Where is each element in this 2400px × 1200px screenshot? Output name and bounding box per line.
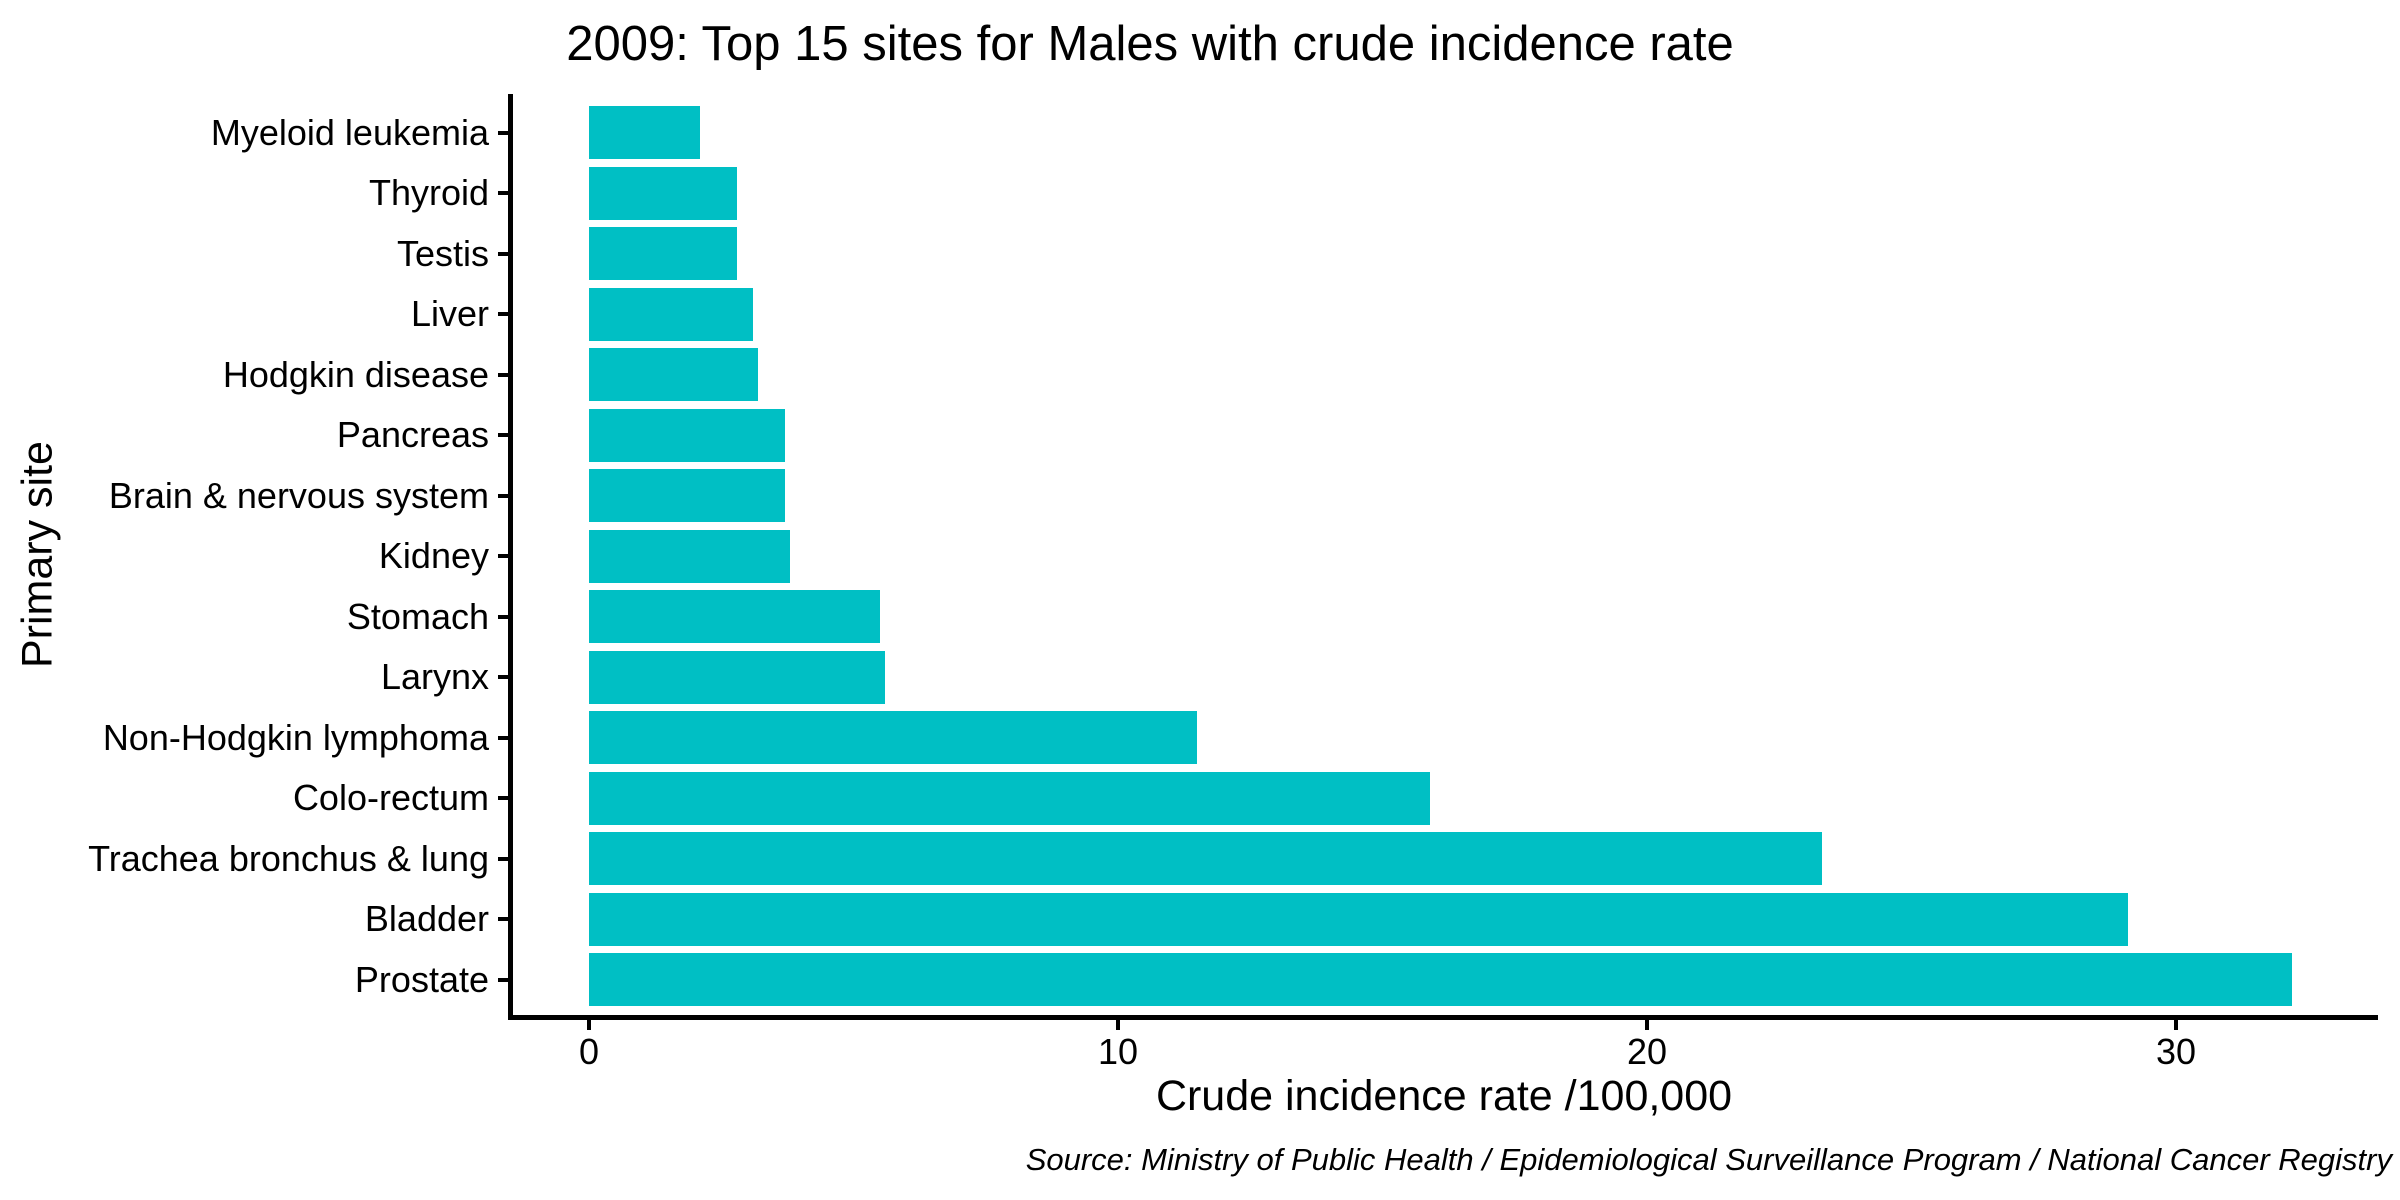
chart-title: 2009: Top 15 sites for Males with crude … [566,17,1734,71]
bar-stomach [589,590,880,643]
y-tick-label-liver: Liver [410,293,489,334]
y-tick-myeloid-leukemia [498,130,508,135]
y-tick-bladder [498,917,508,921]
bar-myeloid-leukemia [589,106,700,159]
bar-bladder [589,892,2128,946]
y-tick-label-bladder: Bladder [364,898,489,939]
y-tick-brain-nervous-system [498,493,508,498]
y-tick-trachea-bronchus-lung [498,856,508,861]
y-tick-colo-rectum [498,796,508,800]
x-tick-label-0: 0 [578,1031,600,1072]
y-tick-label-hodgkin-disease: Hodgkin disease [222,353,489,395]
bar-liver [589,287,753,341]
y-tick-label-kidney: Kidney [378,535,489,576]
y-tick-label-testis: Testis [396,232,489,274]
y-tick-label-brain-nervous-system: Brain & nervous system [108,474,489,516]
bar-testis [589,227,737,280]
x-tick-30 [2174,1020,2178,1030]
bar-brain-nervous-system [589,469,785,522]
y-tick-pancreas [498,433,508,437]
y-axis-line [508,94,513,1020]
y-tick-label-colo-rectum: Colo-rectum [292,777,489,818]
bar-hodgkin-disease [589,348,758,401]
x-axis-title: Crude incidence rate /100,000 [1155,1072,1733,1120]
source-caption: Source: Ministry of Public Health / Epid… [1025,1142,2392,1177]
y-tick-testis [498,251,508,256]
y-tick-label-thyroid: Thyroid [368,172,489,213]
y-tick-prostate [498,977,508,982]
y-tick-larynx [498,675,508,679]
x-axis-line [508,1015,2378,1020]
x-tick-label-10: 10 [1097,1031,1139,1072]
bar-colo-rectum [589,771,1430,825]
y-tick-non-hodgkin-lymphoma [498,735,508,740]
y-tick-thyroid [498,191,508,195]
y-tick-kidney [498,554,508,558]
x-tick-20 [1645,1020,1649,1030]
bar-pancreas [589,408,785,462]
y-tick-label-non-hodgkin-lymphoma: Non-Hodgkin lymphoma [102,716,489,758]
bar-prostate [589,953,2292,1006]
y-tick-label-larynx: Larynx [380,656,489,697]
bar-trachea-bronchus-lung [589,832,1822,885]
bar-thyroid [589,166,737,220]
y-tick-stomach [498,614,508,619]
bar-larynx [589,650,885,704]
y-tick-hodgkin-disease [498,372,508,377]
y-tick-label-pancreas: Pancreas [336,414,489,455]
bar-non-hodgkin-lymphoma [589,711,1197,764]
y-tick-label-stomach: Stomach [346,595,489,637]
x-tick-0 [587,1020,591,1030]
y-tick-label-prostate: Prostate [354,958,489,1000]
x-tick-label-30: 30 [2155,1031,2197,1072]
y-tick-liver [498,312,508,316]
y-tick-label-myeloid-leukemia: Myeloid leukemia [210,111,489,153]
x-tick-label-20: 20 [1626,1031,1668,1072]
bar-kidney [589,529,790,583]
y-tick-label-trachea-bronchus-lung: Trachea bronchus & lung [88,837,489,879]
x-tick-10 [1116,1020,1120,1030]
